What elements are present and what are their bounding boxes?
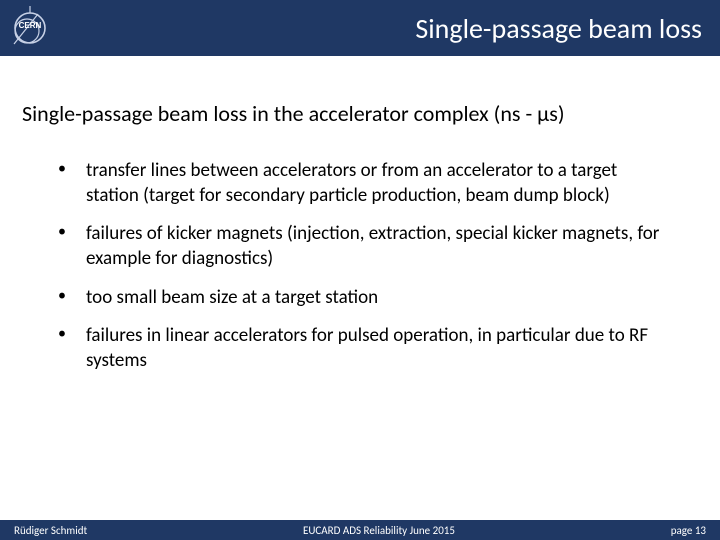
list-item: failures in linear accelerators for puls…	[50, 324, 670, 373]
list-item: too small beam size at a target station	[50, 286, 670, 311]
slide: CERN Single-passage beam loss Single-pas…	[0, 0, 720, 540]
list-item: failures of kicker magnets (injection, e…	[50, 222, 670, 271]
header-gap	[0, 56, 720, 100]
footer-author: Rüdiger Schmidt	[14, 524, 87, 537]
list-item-text: failures in linear accelerators for puls…	[86, 324, 648, 372]
subtitle: Single-passage beam loss in the accelera…	[0, 100, 720, 127]
list-item: transfer lines between accelerators or f…	[50, 159, 670, 208]
footer-center: EUCARD ADS Reliability June 2015	[87, 524, 671, 537]
list-item-text: transfer lines between accelerators or f…	[86, 159, 617, 207]
body: transfer lines between accelerators or f…	[0, 127, 720, 388]
cern-logo-text: CERN	[19, 21, 42, 30]
slide-title: Single-passage beam loss	[415, 11, 702, 46]
cern-logo-icon: CERN	[8, 6, 52, 50]
title-box: Single-passage beam loss	[60, 0, 720, 56]
list-item-text: failures of kicker magnets (injection, e…	[86, 222, 659, 270]
bullet-list: transfer lines between accelerators or f…	[50, 159, 670, 374]
list-item-text: too small beam size at a target station	[86, 286, 378, 309]
header-bar: CERN Single-passage beam loss	[0, 0, 720, 56]
footer-page: page 13	[671, 524, 706, 537]
footer-bar: Rüdiger Schmidt EUCARD ADS Reliability J…	[0, 520, 720, 540]
subtitle-text: Single-passage beam loss in the accelera…	[22, 100, 565, 127]
logo-box: CERN	[0, 0, 60, 56]
